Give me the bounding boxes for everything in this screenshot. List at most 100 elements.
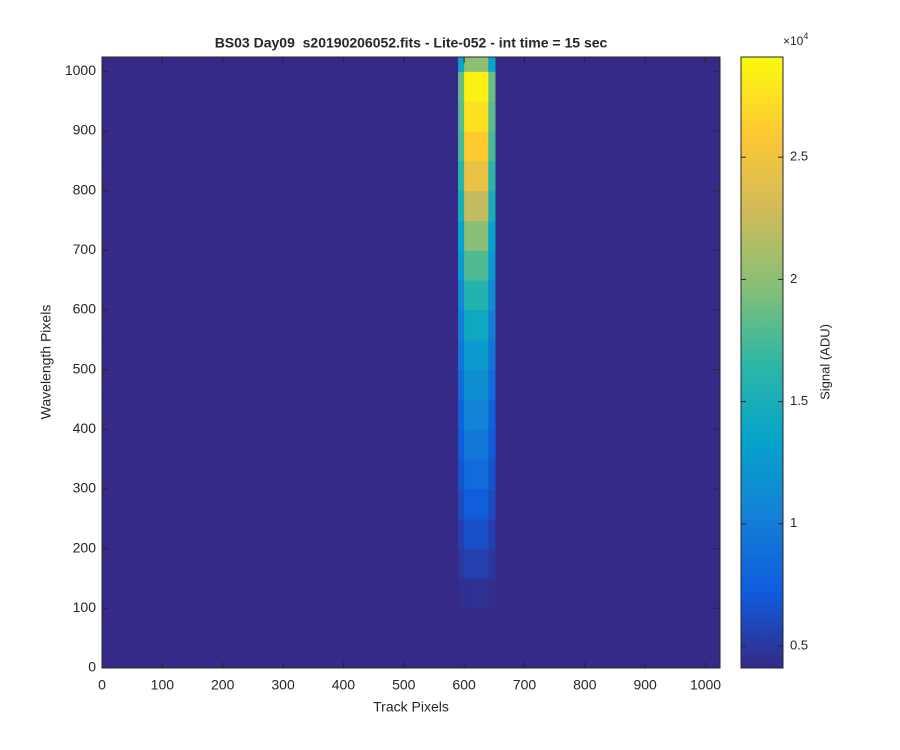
- heatmap-cell: [488, 429, 496, 460]
- heatmap-cell: [488, 399, 496, 430]
- heatmap-cell: [102, 608, 459, 639]
- heatmap-cell: [464, 548, 489, 579]
- multiplier-base: ×10: [783, 34, 804, 48]
- heatmap-cell: [488, 280, 496, 311]
- heatmap-cell: [102, 399, 459, 430]
- heatmap-cell: [488, 220, 496, 251]
- heatmap-cell: [488, 339, 496, 371]
- heatmap-cell: [464, 71, 489, 102]
- y-tick-label: 700: [73, 241, 97, 257]
- heatmap-cell: [464, 459, 489, 490]
- colorbar-tick-label: 1: [790, 515, 797, 530]
- heatmap-cell: [458, 160, 465, 192]
- heatmap-cell: [458, 518, 465, 550]
- heatmap-cell: [495, 638, 721, 669]
- x-tick-label: 300: [271, 677, 295, 693]
- heatmap-cell: [464, 250, 489, 281]
- x-axis-label: Track Pixels: [373, 699, 449, 715]
- heatmap-cell: [495, 488, 721, 520]
- multiplier-power: 4: [803, 31, 808, 41]
- heatmap-cell: [495, 250, 721, 281]
- heatmap: [102, 57, 721, 669]
- heatmap-cell: [464, 518, 489, 550]
- colorbar-label: Signal (ADU): [817, 324, 832, 400]
- heatmap-cell: [458, 280, 465, 311]
- heatmap-cell: [495, 280, 721, 311]
- colorbar-tick-label: 2: [790, 271, 797, 286]
- heatmap-cell: [458, 459, 465, 490]
- heatmap-cell: [102, 280, 459, 311]
- heatmap-cell: [464, 429, 489, 460]
- heatmap-cell: [102, 57, 459, 72]
- heatmap-cell: [458, 339, 465, 371]
- heatmap-cell: [102, 250, 459, 281]
- heatmap-cell: [458, 57, 465, 72]
- x-tick-label: 1000: [690, 677, 721, 693]
- heatmap-cell: [458, 488, 465, 520]
- heatmap-cell: [495, 399, 721, 430]
- heatmap-cell: [458, 548, 465, 579]
- heatmap-cell: [488, 57, 496, 72]
- heatmap-cell: [495, 518, 721, 550]
- y-tick-label: 600: [73, 301, 97, 317]
- heatmap-cell: [464, 369, 489, 400]
- heatmap-cell: [102, 160, 459, 192]
- colorbar-tick-label: 0.5: [790, 637, 808, 652]
- heatmap-cell: [458, 608, 465, 639]
- heatmap-cell: [495, 190, 721, 221]
- y-axis-label: Wavelength Pixels: [38, 305, 54, 420]
- heatmap-cell: [464, 220, 489, 251]
- heatmap-cell: [464, 399, 489, 430]
- heatmap-cell: [488, 309, 496, 341]
- heatmap-cell: [458, 429, 465, 460]
- heatmap-cell: [458, 101, 465, 132]
- heatmap-cell: [488, 638, 496, 669]
- heatmap-cell: [488, 190, 496, 221]
- colorbar: [740, 56, 784, 669]
- y-tick-label: 0: [88, 659, 96, 675]
- heatmap-cell: [488, 518, 496, 550]
- heatmap-cell: [102, 369, 459, 400]
- heatmap-cell: [102, 518, 459, 550]
- y-tick-label: 800: [73, 181, 97, 197]
- heatmap-cell: [495, 548, 721, 579]
- heatmap-cell: [102, 638, 459, 669]
- heatmap-cell: [495, 578, 721, 609]
- heatmap-cell: [495, 309, 721, 341]
- heatmap-cell: [464, 101, 489, 132]
- y-tick-label: 300: [73, 480, 97, 496]
- heatmap-cell: [495, 429, 721, 460]
- x-tick-label: 800: [573, 677, 597, 693]
- heatmap-cell: [464, 578, 489, 609]
- heatmap-cell: [458, 399, 465, 430]
- heatmap-cell: [495, 130, 721, 162]
- y-tick-label: 1000: [65, 62, 96, 78]
- x-tick-label: 500: [392, 677, 416, 693]
- heatmap-cell: [488, 250, 496, 281]
- heatmap-cell: [495, 608, 721, 639]
- y-tick-label: 900: [73, 122, 97, 138]
- heatmap-cell: [495, 101, 721, 132]
- heatmap-cell: [488, 488, 496, 520]
- heatmap-cell: [458, 638, 465, 669]
- colorbar-multiplier: ×104: [783, 31, 808, 48]
- heatmap-cell: [495, 339, 721, 371]
- heatmap-cell: [488, 459, 496, 490]
- heatmap-cell: [495, 220, 721, 251]
- heatmap-cell: [464, 638, 489, 669]
- heatmap-cell: [488, 578, 496, 609]
- heatmap-cell: [102, 101, 459, 132]
- heatmap-cell: [102, 130, 459, 162]
- heatmap-cell: [495, 160, 721, 192]
- heatmap-cell: [458, 220, 465, 251]
- heatmap-cell: [488, 608, 496, 639]
- heatmap-cell: [488, 71, 496, 102]
- y-tick-label: 200: [73, 539, 97, 555]
- heatmap-cell: [458, 71, 465, 102]
- heatmap-cell: [102, 71, 459, 102]
- chart-title: BS03 Day09 s20190206052.fits - Lite-052 …: [215, 35, 608, 51]
- heatmap-cell: [488, 101, 496, 132]
- heatmap-cell: [464, 608, 489, 639]
- heatmap-cell: [464, 190, 489, 221]
